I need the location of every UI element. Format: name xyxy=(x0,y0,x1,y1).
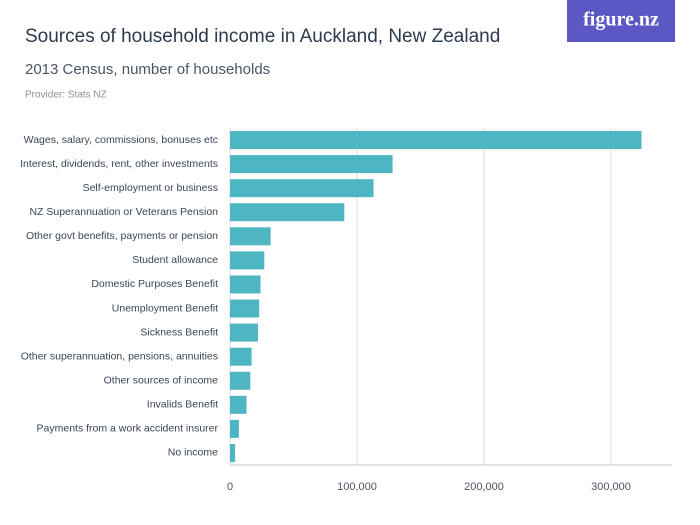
y-tick-label: Self-employment or business xyxy=(83,182,218,194)
bar xyxy=(230,443,236,462)
y-tick-label: NZ Superannuation or Veterans Pension xyxy=(29,206,218,218)
chart-subtitle: 2013 Census, number of households xyxy=(25,61,270,78)
y-tick-label: Sickness Benefit xyxy=(140,326,218,338)
bar xyxy=(230,227,271,246)
y-tick-label: Other govt benefits, payments or pension xyxy=(26,230,218,242)
x-tick-label: 200,000 xyxy=(464,481,504,493)
bar xyxy=(230,131,642,150)
bar xyxy=(230,251,265,270)
bar xyxy=(230,419,239,438)
y-tick-label: Invalids Benefit xyxy=(147,399,218,411)
bar xyxy=(230,179,374,198)
y-tick-label: Wages, salary, commissions, bonuses etc xyxy=(24,134,218,146)
y-tick-label: Other superannuation, pensions, annuitie… xyxy=(21,350,218,362)
logo-box xyxy=(567,0,675,42)
x-tick-label: 0 xyxy=(227,481,233,493)
bar xyxy=(230,299,260,318)
y-tick-label: No income xyxy=(168,447,218,459)
chart-title: Sources of household income in Auckland,… xyxy=(25,26,500,47)
bar xyxy=(230,395,247,414)
logo[interactable]: figure.nz xyxy=(583,9,659,31)
bar xyxy=(230,155,393,174)
y-tick-label: Payments from a work accident insurer xyxy=(37,423,219,435)
bar xyxy=(230,275,261,294)
x-tick-label: 300,000 xyxy=(591,481,631,493)
bar xyxy=(230,203,345,222)
y-tick-label: Other sources of income xyxy=(104,375,219,387)
y-tick-label: Unemployment Benefit xyxy=(112,302,218,314)
y-tick-label: Student allowance xyxy=(132,254,218,266)
provider: Provider: Stats NZ xyxy=(25,90,107,101)
bar xyxy=(230,371,251,390)
y-tick-label: Interest, dividends, rent, other investm… xyxy=(20,158,218,170)
y-tick-label: Domestic Purposes Benefit xyxy=(91,278,218,290)
bar xyxy=(230,347,252,366)
bar xyxy=(230,323,258,342)
x-tick-label: 100,000 xyxy=(337,481,377,493)
